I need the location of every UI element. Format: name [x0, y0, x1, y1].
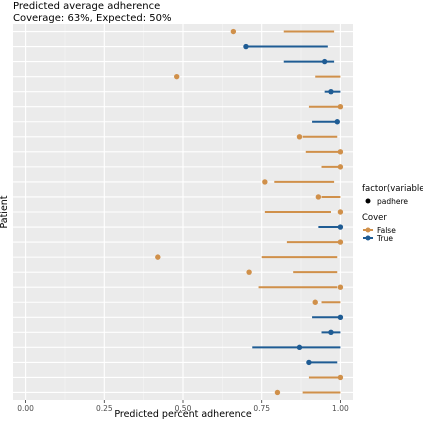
padhere-point	[274, 389, 281, 396]
padhere-point	[315, 194, 322, 200]
padhere-point	[296, 134, 303, 140]
x-tick-label: 0.75	[253, 404, 270, 413]
x-tick-label: 0.25	[96, 404, 113, 413]
padhere-point	[246, 269, 252, 275]
legend-key-point	[365, 227, 371, 233]
padhere-point	[337, 104, 344, 110]
chart-subtitle: Coverage: 63%, Expected: 50%	[13, 13, 172, 24]
padhere-point	[337, 284, 344, 290]
legend-label: padhere	[377, 197, 408, 206]
padhere-point	[321, 58, 328, 65]
y-axis-title: Patient	[0, 195, 10, 228]
legend-title: factor(variable)	[362, 184, 423, 194]
legend-key-point	[365, 235, 371, 241]
padhere-point	[337, 164, 344, 170]
padhere-point	[337, 149, 344, 155]
padhere-point	[334, 119, 340, 125]
padhere-point	[262, 179, 268, 185]
legend-label: False	[377, 226, 396, 235]
padhere-point	[328, 88, 334, 95]
x-tick-label: 0.50	[175, 404, 192, 413]
padhere-point	[337, 239, 344, 245]
chart-title: Predicted average adherence	[13, 1, 161, 12]
padhere-point	[337, 374, 344, 381]
x-tick-label: 0.00	[17, 404, 34, 413]
legend-label: True	[376, 234, 393, 243]
x-tick-label: 1.00	[332, 404, 349, 413]
padhere-point	[230, 28, 237, 35]
plot-panel	[13, 24, 353, 400]
padhere-point	[155, 254, 161, 260]
padhere-point	[312, 299, 318, 305]
padhere-point	[328, 329, 334, 336]
x-axis-title: Predicted percent adherence	[114, 409, 252, 420]
legend-key-point	[365, 198, 371, 204]
padhere-point	[337, 209, 344, 215]
padhere-point	[174, 73, 180, 80]
padhere-point	[296, 344, 303, 351]
padhere-point	[243, 43, 249, 50]
padhere-point	[337, 224, 344, 230]
padhere-point	[306, 359, 312, 366]
legend-title: Cover	[362, 213, 387, 223]
padhere-point	[337, 314, 344, 320]
